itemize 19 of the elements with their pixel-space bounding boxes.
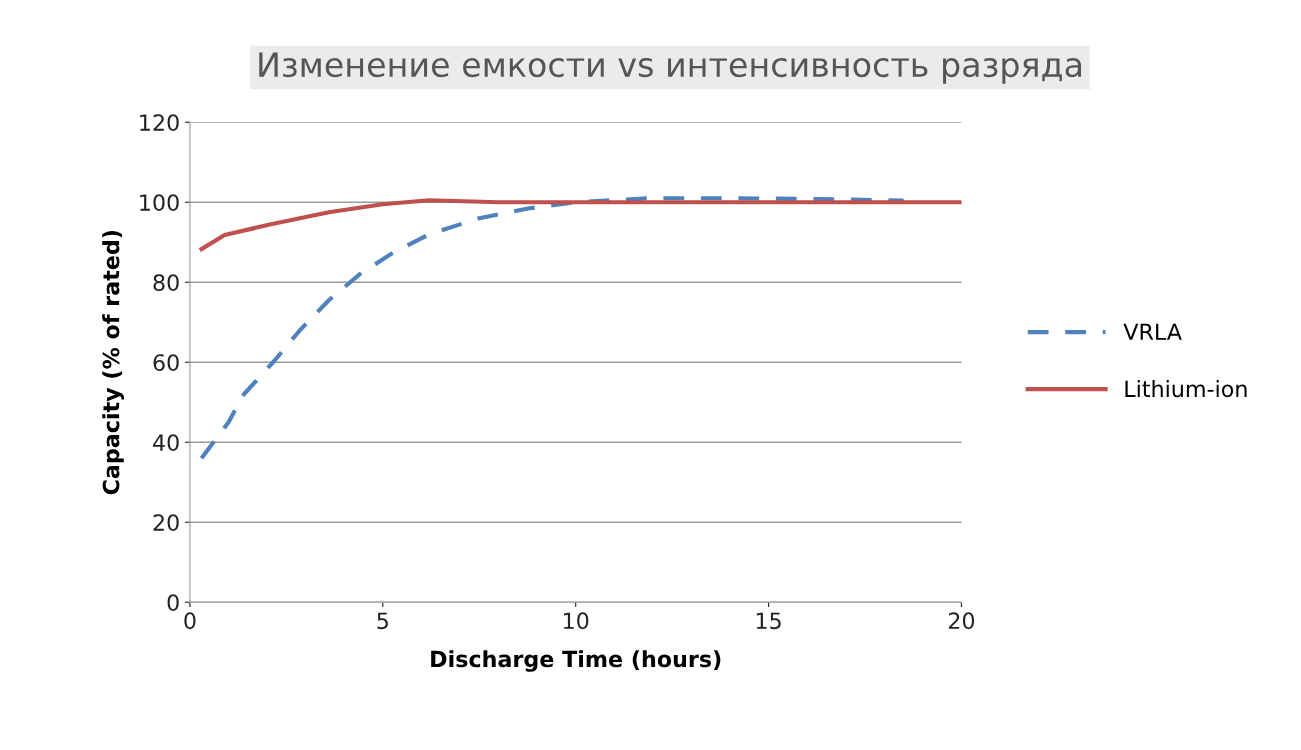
y-tick-label: 60: [153, 354, 179, 372]
x-tick-label: 0: [184, 612, 196, 630]
x-tick-label: 15: [756, 612, 781, 630]
chart-title: Изменение емкости vs интенсивность разряда: [259, 52, 1081, 84]
y-axis-title: Capacity (% of rated): [102, 230, 124, 495]
y-tick-label: 80: [153, 274, 179, 292]
legend-label: VRLA: [1123, 323, 1182, 340]
x-axis-title: Discharge Time (hours): [431, 650, 721, 672]
y-tick-label: 40: [153, 434, 179, 452]
y-tick-label: 0: [167, 594, 179, 612]
y-tick-label: 120: [140, 114, 179, 132]
y-tick-label: 20: [153, 514, 179, 532]
line-series: [199, 198, 962, 252]
legend-label: Lithium-ion: [1125, 380, 1247, 398]
line-series: [199, 196, 906, 461]
x-tick-label: 5: [377, 612, 388, 630]
x-tick-label: 10: [563, 612, 589, 630]
x-tick-label: 20: [948, 612, 975, 630]
y-tick-label: 100: [140, 194, 179, 212]
